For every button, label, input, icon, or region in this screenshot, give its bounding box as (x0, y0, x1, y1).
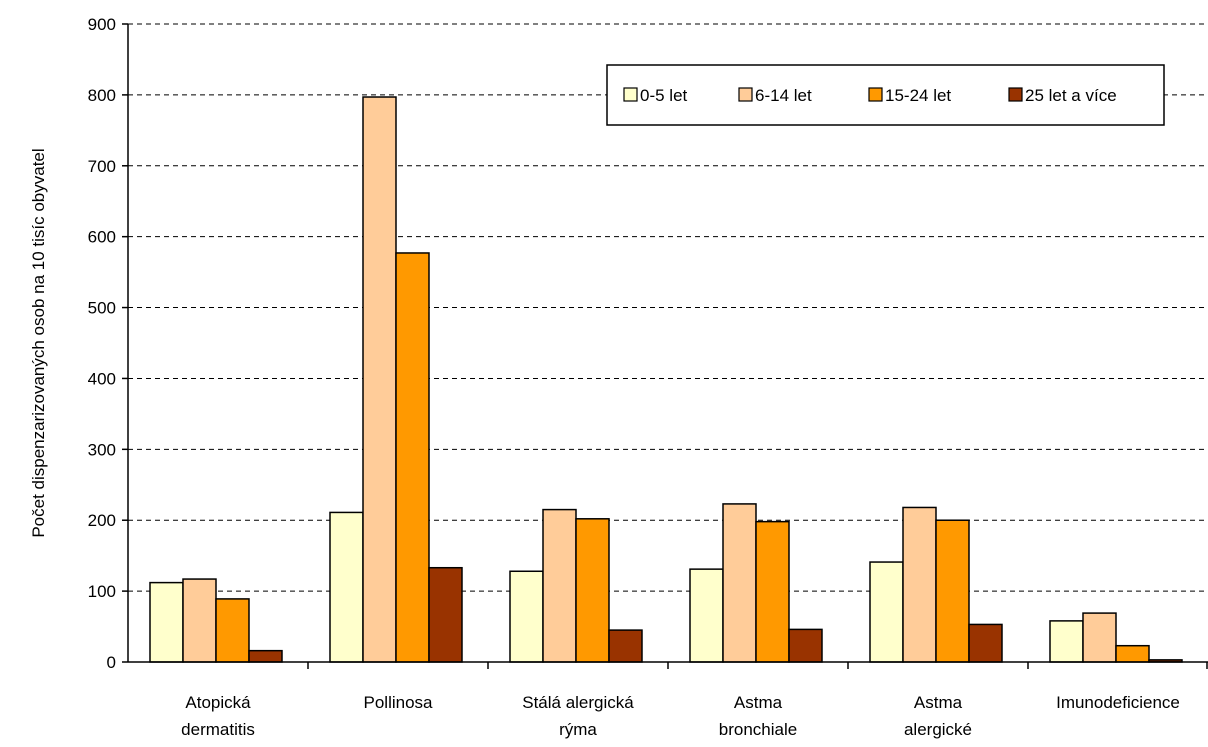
bar (509, 570, 544, 663)
legend-box (606, 64, 1165, 126)
legend-swatch (738, 87, 753, 102)
bar (935, 519, 970, 663)
x-category-label: Atopická (185, 693, 251, 712)
bar (869, 561, 904, 663)
y-tick-labels: 0 100 200 300 400 500 600 700 800 900 (88, 15, 116, 672)
bar (608, 629, 643, 663)
x-category-label: bronchiale (719, 720, 797, 739)
x-category-label: Pollinosa (364, 693, 434, 712)
y-tick-label: 500 (88, 299, 116, 318)
y-tick-label: 900 (88, 15, 116, 34)
legend: 0-5 let 6-14 let 15-24 let 25 let a více (606, 64, 1165, 126)
y-tick-label: 700 (88, 157, 116, 176)
legend-swatch (623, 87, 638, 102)
y-tick-label: 200 (88, 511, 116, 530)
bar (689, 568, 724, 663)
gridlines (128, 23, 1208, 592)
y-tick-label: 0 (107, 653, 116, 672)
legend-swatch (868, 87, 883, 102)
bar (329, 511, 364, 663)
axes (122, 23, 1208, 669)
x-category-label: dermatitis (181, 720, 255, 739)
bars (149, 96, 1183, 663)
y-tick-label: 800 (88, 86, 116, 105)
legend-label: 6-14 let (755, 86, 812, 105)
bar (362, 96, 397, 663)
y-tick-label: 100 (88, 582, 116, 601)
bar (428, 566, 463, 663)
bar (722, 503, 757, 663)
y-tick-label: 400 (88, 369, 116, 388)
y-tick-label: 300 (88, 440, 116, 459)
x-category-label: Astma (914, 693, 963, 712)
bar (542, 508, 577, 663)
x-category-label: Stálá alergická (522, 693, 634, 712)
x-category-label: Astma (734, 693, 783, 712)
bar (1115, 644, 1150, 663)
bar (395, 252, 430, 663)
y-tick-label: 600 (88, 228, 116, 247)
bar (182, 578, 217, 663)
x-category-label: Imunodeficience (1056, 693, 1180, 712)
legend-swatch (1008, 87, 1023, 102)
bar (575, 518, 610, 663)
bar (248, 649, 283, 663)
bar (215, 598, 250, 663)
legend-label: 15-24 let (885, 86, 951, 105)
bar (1049, 620, 1084, 663)
x-category-labels: Atopická dermatitis Pollinosa Stálá alergic… (181, 693, 1180, 739)
bar (788, 628, 823, 663)
bar (755, 520, 790, 663)
bar (902, 506, 937, 663)
legend-label: 0-5 let (640, 86, 688, 105)
bar (1082, 612, 1117, 663)
x-category-label: rýma (559, 720, 597, 739)
x-category-label: alergické (904, 720, 972, 739)
bar (149, 581, 184, 663)
y-axis-title: Počet dispenzarizovaných osob na 10 tisí… (29, 148, 48, 537)
bar (968, 623, 1003, 663)
legend-label: 25 let a více (1025, 86, 1117, 105)
